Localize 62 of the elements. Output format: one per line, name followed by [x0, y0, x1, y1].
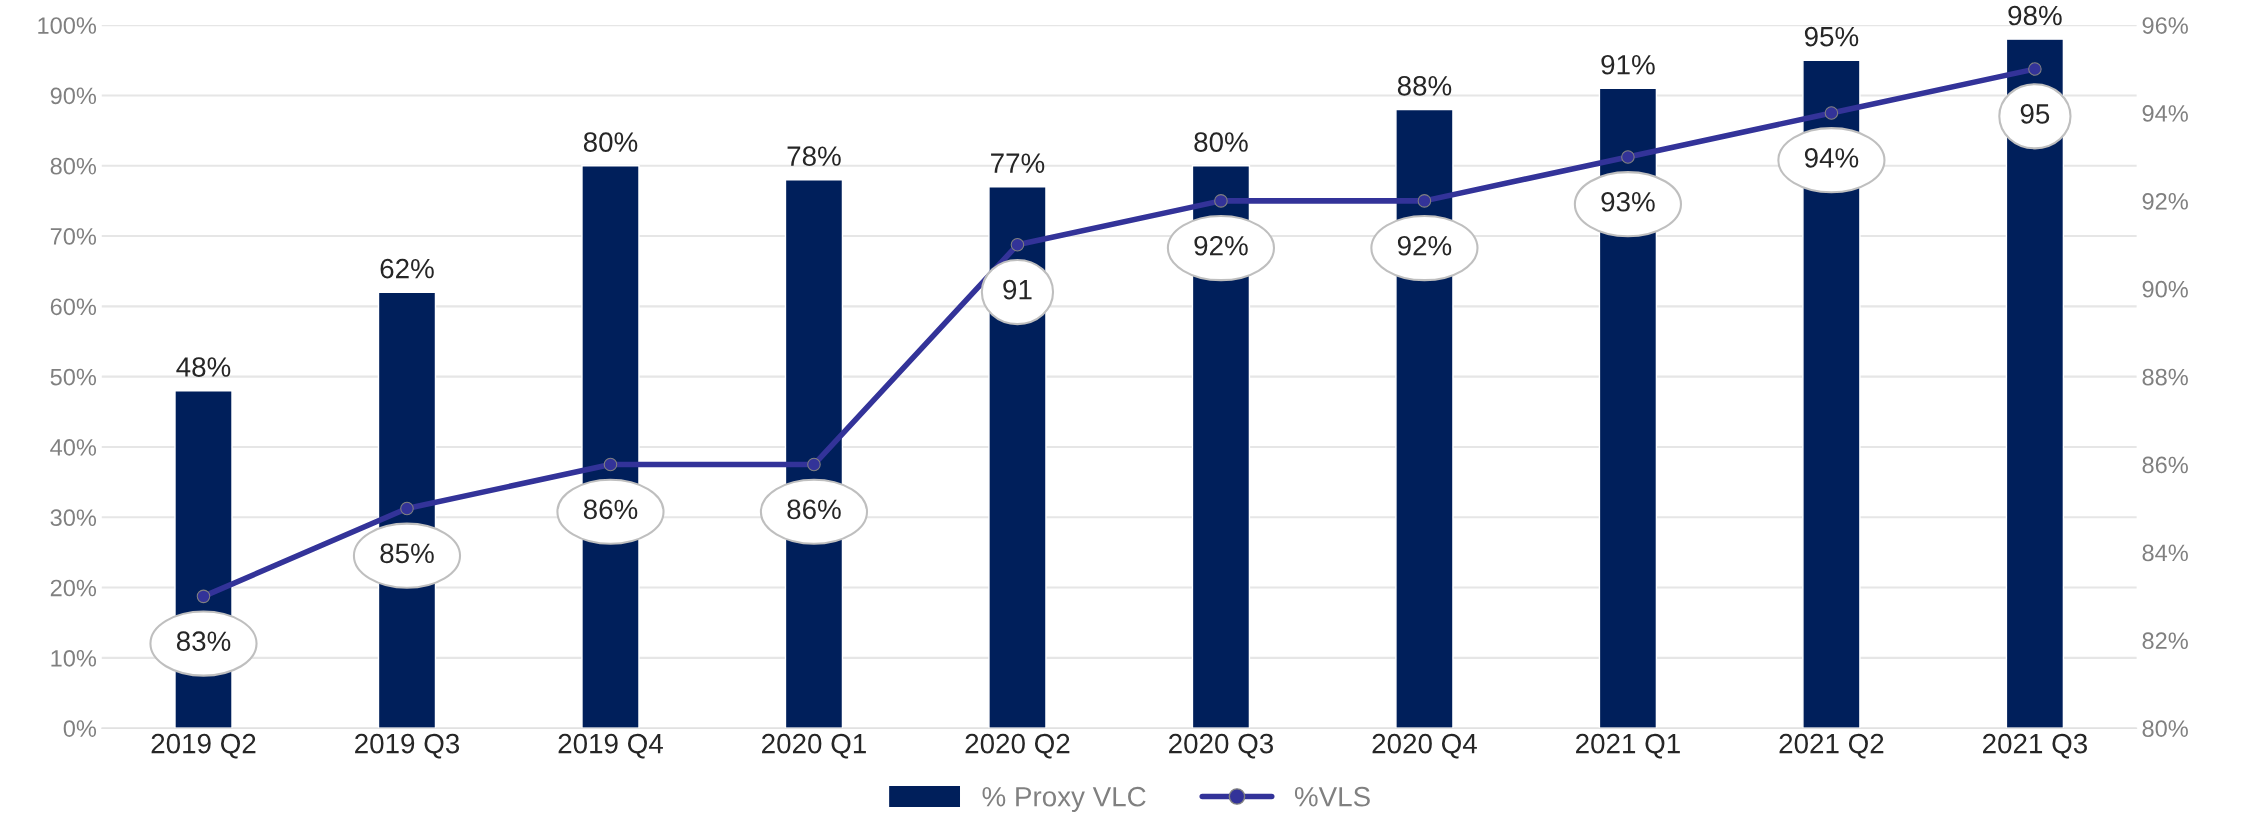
- x-tick-label: 2021 Q2: [1779, 733, 1884, 759]
- data-label: 86%: [583, 499, 638, 520]
- y-tick-label: 20%: [50, 579, 97, 597]
- x-tick-label: 2019 Q3: [355, 733, 460, 759]
- y2-tick-label: 92%: [2142, 192, 2188, 210]
- y2-tick-label: 80%: [2142, 720, 2188, 737]
- x-tick-label: 2020 Q3: [1169, 733, 1274, 759]
- point: [2028, 62, 2042, 76]
- data-label: 94%: [1804, 148, 1859, 168]
- point: [603, 457, 618, 472]
- y-tick-label: 70%: [50, 228, 97, 245]
- data-label: 83%: [176, 631, 231, 652]
- legend-label: %VLS: [1294, 786, 1370, 807]
- point: [1824, 106, 1839, 120]
- data-label: 62%: [380, 258, 434, 279]
- y-tick-label: 90%: [50, 87, 97, 105]
- y2-tick-label: 88%: [2142, 368, 2188, 386]
- data-label: 92%: [1194, 235, 1248, 256]
- y-tick-label: 0%: [63, 720, 97, 737]
- data-label: 91%: [1601, 54, 1655, 75]
- y2-tick-label: 96%: [2142, 17, 2188, 34]
- data-label: 95: [2020, 104, 2050, 124]
- x-tick-label: 2020 Q2: [965, 733, 1070, 759]
- y-tick-label: 30%: [50, 509, 97, 527]
- y-tick-label: 100%: [38, 17, 97, 34]
- y-tick-label: 40%: [50, 439, 97, 456]
- y2-tick-label: 90%: [2142, 280, 2188, 298]
- data-label: 91: [1003, 279, 1032, 300]
- y-tick-label: 60%: [50, 298, 97, 316]
- y-tick-label: 50%: [50, 368, 97, 386]
- data-label: 88%: [1397, 75, 1452, 96]
- x-tick-label: 2020 Q1: [762, 733, 866, 759]
- data-label: 77%: [991, 153, 1045, 173]
- point: [1417, 194, 1432, 208]
- y2-tick-label: 94%: [2142, 105, 2188, 122]
- point: [400, 501, 414, 516]
- x-tick-label: 2019 Q2: [151, 733, 256, 759]
- point: [1214, 194, 1228, 208]
- y2-tick-label: 82%: [2142, 632, 2188, 650]
- x-tick-label: 2020 Q4: [1372, 733, 1477, 759]
- data-label: 86%: [787, 499, 841, 520]
- data-label: 78%: [787, 146, 841, 166]
- data-label: 93%: [1601, 191, 1655, 212]
- data-label: 98%: [2008, 5, 2062, 26]
- y2-tick-label: 86%: [2142, 456, 2188, 474]
- data-label: 80%: [583, 132, 638, 152]
- legend-label: % Proxy VLC: [982, 786, 1146, 812]
- point: [1621, 150, 1635, 164]
- point: [1010, 238, 1025, 252]
- point: [196, 589, 211, 604]
- y2-tick-label: 84%: [2142, 544, 2188, 562]
- data-label: 48%: [176, 357, 231, 377]
- y-tick-label: 10%: [51, 649, 97, 667]
- y-tick-label: 80%: [50, 157, 97, 175]
- data-label: 92%: [1397, 235, 1452, 256]
- data-label: 85%: [380, 543, 434, 564]
- x-tick-label: 2021 Q3: [1983, 733, 2087, 759]
- x-tick-label: 2021 Q1: [1576, 733, 1680, 759]
- data-label: 95%: [1804, 26, 1859, 47]
- point: [807, 457, 821, 472]
- x-tick-label: 2019 Q4: [558, 733, 663, 759]
- data-label: 80%: [1194, 132, 1248, 152]
